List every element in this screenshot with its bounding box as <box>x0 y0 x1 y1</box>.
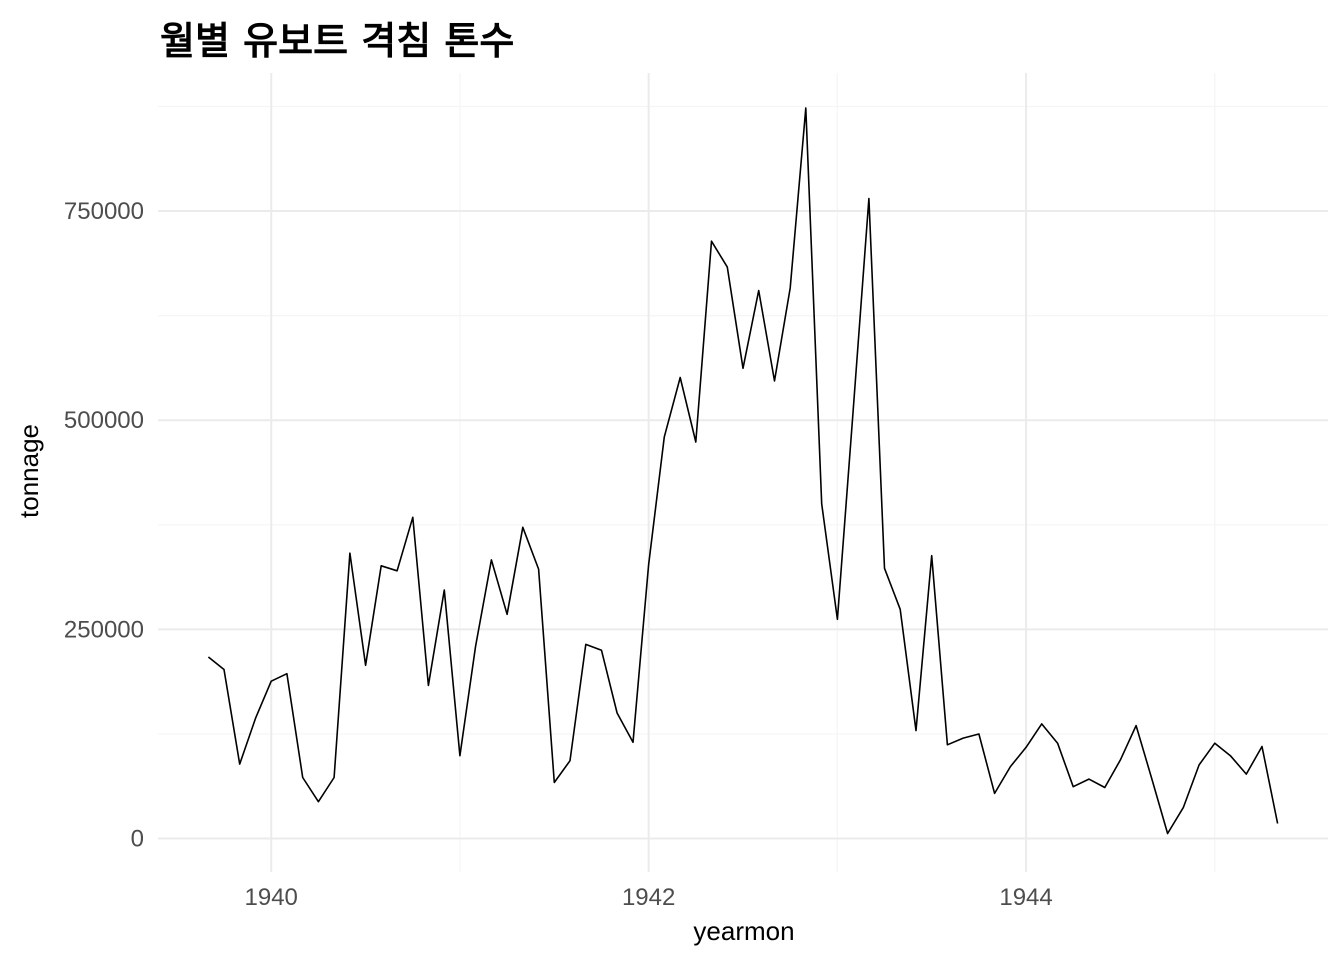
x-tick-label: 1942 <box>622 884 675 911</box>
data-point <box>994 793 996 795</box>
data-point <box>554 782 556 784</box>
data-point <box>1088 778 1090 780</box>
data-point <box>1198 764 1200 766</box>
data-point <box>742 368 744 370</box>
grid-minor-lines <box>158 73 1328 872</box>
chart-title: 월별 유보트 격침 톤수 <box>160 19 515 63</box>
y-tick-label: 0 <box>131 826 144 853</box>
data-point <box>962 737 964 739</box>
data-point <box>1041 723 1043 725</box>
data-point <box>506 614 508 616</box>
data-point <box>852 412 854 414</box>
data-point <box>491 559 493 561</box>
series-layer <box>207 107 1279 835</box>
data-point <box>931 555 933 557</box>
data-point <box>616 712 618 714</box>
data-point <box>758 290 760 292</box>
data-point <box>444 589 446 591</box>
data-point <box>349 552 351 554</box>
y-axis-title: tonnage <box>14 424 44 518</box>
data-point <box>538 568 540 570</box>
data-point <box>459 755 461 757</box>
data-point <box>522 527 524 529</box>
data-point <box>978 733 980 735</box>
data-point <box>302 777 304 779</box>
data-point <box>569 760 571 762</box>
data-point <box>223 669 225 671</box>
data-point <box>868 198 870 200</box>
x-axis-title: yearmon <box>693 916 794 946</box>
data-point <box>380 565 382 567</box>
x-axis-ticks: 1940 1942 1944 <box>245 884 1053 911</box>
data-point <box>318 801 320 803</box>
data-point <box>1261 746 1263 748</box>
data-point <box>1120 759 1122 761</box>
data-point <box>208 656 210 658</box>
y-tick-label: 500000 <box>64 407 144 434</box>
data-point <box>805 107 807 109</box>
data-point <box>585 644 587 646</box>
grid-major-lines <box>158 73 1328 872</box>
data-point <box>1277 823 1279 825</box>
data-point <box>428 685 430 687</box>
data-point <box>239 763 241 765</box>
data-point <box>333 777 335 779</box>
data-point <box>1214 742 1216 744</box>
data-point <box>821 503 823 505</box>
data-point <box>1057 742 1059 744</box>
data-point <box>601 650 603 652</box>
x-tick-label: 1940 <box>245 884 298 911</box>
data-point <box>899 609 901 611</box>
data-point <box>695 441 697 443</box>
data-point <box>648 564 650 566</box>
data-point <box>632 742 634 744</box>
data-point <box>1104 787 1106 789</box>
data-point <box>789 287 791 289</box>
data-point <box>1135 725 1137 727</box>
y-tick-label: 750000 <box>64 198 144 225</box>
data-point <box>1183 807 1185 809</box>
data-point <box>1025 747 1027 749</box>
data-point <box>1151 778 1153 780</box>
series-line <box>207 107 1279 835</box>
data-point <box>286 673 288 675</box>
data-point <box>1246 773 1248 775</box>
data-point <box>837 619 839 621</box>
y-axis-ticks: 0 250000 500000 750000 <box>64 198 144 852</box>
data-point <box>1230 755 1232 757</box>
data-point <box>1167 833 1169 835</box>
data-point <box>1072 786 1074 788</box>
data-point <box>774 380 776 382</box>
data-point <box>884 568 886 570</box>
data-point <box>947 744 949 746</box>
data-point <box>711 240 713 242</box>
y-tick-label: 250000 <box>64 616 144 643</box>
data-point <box>270 680 272 682</box>
data-point <box>365 665 367 667</box>
data-point <box>412 517 414 519</box>
data-point <box>664 436 666 438</box>
x-tick-label: 1944 <box>999 884 1052 911</box>
data-point <box>679 377 681 379</box>
data-point <box>915 730 917 732</box>
data-point <box>396 570 398 572</box>
data-point <box>255 717 257 719</box>
data-point <box>475 645 477 647</box>
data-point <box>1010 766 1012 768</box>
data-point <box>727 266 729 268</box>
